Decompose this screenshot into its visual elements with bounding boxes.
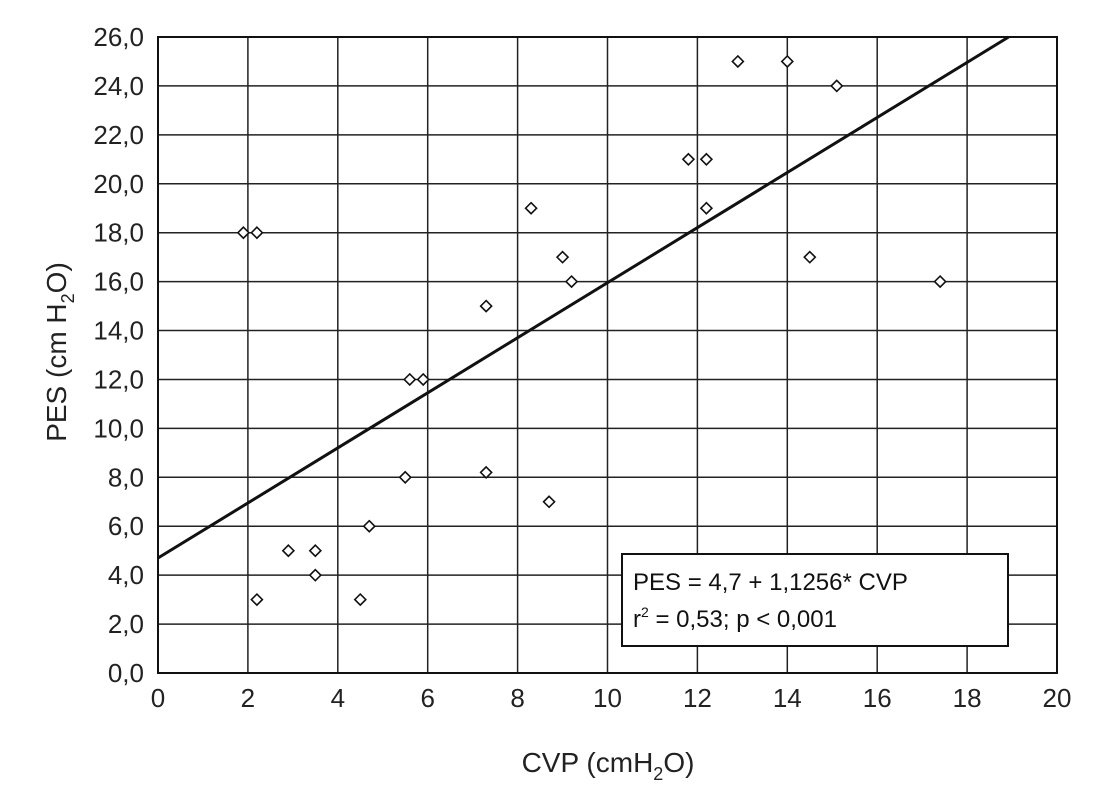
x-tick-label: 6 — [420, 683, 434, 713]
x-tick-label: 18 — [953, 683, 982, 713]
data-point — [780, 54, 794, 69]
y-tick-label: 2,0 — [108, 609, 144, 639]
data-point — [308, 544, 322, 558]
x-tick-label: 16 — [863, 683, 892, 713]
y-axis-title-end: O) — [41, 262, 72, 293]
data-point — [524, 201, 538, 215]
data-point — [362, 519, 376, 533]
x-tick-label: 20 — [1043, 683, 1072, 713]
annotation-r-rest: = 0,53; p < 0,001 — [649, 606, 837, 633]
data-point — [281, 544, 295, 558]
data-point — [398, 470, 412, 484]
x-tick-label: 14 — [773, 683, 802, 713]
data-point — [479, 465, 493, 480]
annotation-box — [621, 553, 1009, 647]
y-tick-label: 14,0 — [93, 316, 144, 346]
regression-line — [157, 35, 1010, 560]
data-point — [731, 54, 745, 69]
annotation-equation: PES = 4,7 + 1,1256* CVP — [633, 569, 908, 596]
y-tick-label: 22,0 — [93, 120, 144, 150]
x-tick-label: 4 — [331, 683, 345, 713]
x-tick-labels: 0 2 4 6 8 10 12 14 16 18 20 — [151, 683, 1072, 713]
data-point — [699, 201, 714, 215]
data-point — [699, 152, 714, 166]
data-point — [250, 592, 264, 607]
data-point — [403, 372, 417, 387]
data-point — [416, 372, 430, 387]
y-tick-label: 8,0 — [108, 462, 144, 492]
y-tick-label: 24,0 — [93, 71, 144, 101]
data-point — [236, 226, 251, 240]
y-tick-label: 0,0 — [108, 658, 144, 688]
data-point — [564, 274, 579, 289]
y-tick-label: 16,0 — [93, 267, 144, 297]
data-point — [308, 568, 322, 582]
x-axis-title-end: O) — [663, 747, 694, 778]
y-tick-label: 4,0 — [108, 560, 144, 590]
data-point — [353, 592, 367, 607]
annotation-r-sup: 2 — [641, 604, 649, 620]
x-axis-title-sub: 2 — [653, 764, 663, 784]
y-tick-label: 12,0 — [93, 364, 144, 394]
data-point — [933, 274, 947, 289]
plot-border — [157, 36, 1058, 674]
data-point — [555, 250, 570, 264]
y-tick-label: 6,0 — [108, 511, 144, 541]
y-tick-label: 18,0 — [93, 218, 144, 248]
y-axis-title: PES (cm H2O) — [41, 262, 78, 442]
x-tick-label: 10 — [593, 683, 622, 713]
x-tick-label: 8 — [510, 683, 524, 713]
y-tick-label: 20,0 — [93, 169, 144, 199]
y-tick-label: 10,0 — [93, 413, 144, 443]
annotation-statistics: r2 = 0,53; p < 0,001 — [633, 604, 837, 633]
x-tick-label: 2 — [241, 683, 255, 713]
regression-annotation: PES = 4,7 + 1,1256* CVP r2 = 0,53; p < 0… — [621, 553, 1009, 647]
y-axis-title-main: PES (cm H — [41, 303, 72, 441]
x-axis-title: CVP (cmH2O) — [522, 747, 695, 784]
annotation-r: r — [633, 606, 641, 633]
data-point — [542, 495, 556, 509]
x-axis-title-main: CVP (cmH — [522, 747, 654, 778]
data-point — [681, 152, 696, 166]
x-tick-label: 0 — [151, 683, 165, 713]
x-tick-label: 12 — [683, 683, 712, 713]
y-tick-label: 26,0 — [93, 22, 144, 52]
data-point — [803, 250, 817, 264]
y-axis-title-sub: 2 — [58, 293, 78, 303]
data-points — [236, 54, 947, 607]
data-point — [250, 226, 264, 240]
data-point — [479, 299, 493, 313]
y-tick-labels: 0,0 2,0 4,0 6,0 8,0 10,0 12,0 14,0 16,0 18,0 20,0 2… — [93, 22, 144, 688]
data-point — [830, 79, 844, 93]
